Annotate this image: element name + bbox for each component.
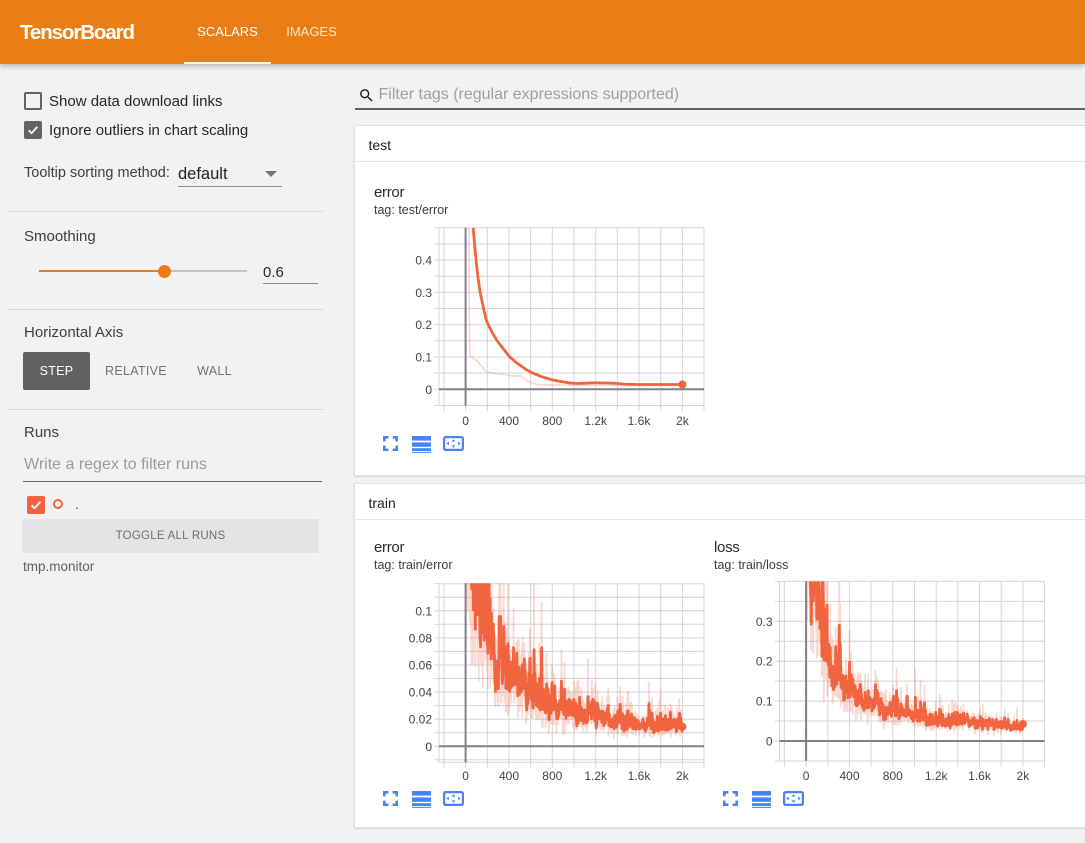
svg-text:800: 800 — [883, 769, 903, 783]
svg-text:0: 0 — [425, 383, 432, 397]
svg-text:0.06: 0.06 — [409, 659, 433, 673]
svg-text:0.2: 0.2 — [415, 318, 432, 332]
svg-text:0: 0 — [803, 769, 810, 783]
svg-text:0.3: 0.3 — [415, 286, 432, 300]
svg-text:2k: 2k — [676, 414, 690, 428]
svg-text:0.4: 0.4 — [415, 254, 432, 268]
svg-text:800: 800 — [542, 769, 562, 783]
svg-text:0.08: 0.08 — [409, 631, 433, 645]
svg-text:0: 0 — [766, 735, 773, 749]
svg-text:1.2k: 1.2k — [584, 414, 608, 428]
svg-text:400: 400 — [839, 769, 859, 783]
svg-text:0.02: 0.02 — [409, 713, 433, 727]
svg-text:2k: 2k — [676, 769, 690, 783]
svg-text:0.1: 0.1 — [415, 351, 432, 365]
svg-text:400: 400 — [499, 769, 519, 783]
svg-text:1.6k: 1.6k — [968, 769, 992, 783]
svg-text:1.6k: 1.6k — [628, 414, 652, 428]
svg-text:1.2k: 1.2k — [584, 769, 608, 783]
svg-text:0.2: 0.2 — [756, 655, 773, 669]
svg-text:0: 0 — [462, 769, 469, 783]
svg-text:0: 0 — [462, 414, 469, 428]
svg-text:0.3: 0.3 — [756, 615, 773, 629]
svg-text:2k: 2k — [1017, 769, 1031, 783]
svg-text:0: 0 — [425, 740, 432, 754]
svg-text:0.1: 0.1 — [756, 695, 773, 709]
svg-text:0.1: 0.1 — [415, 604, 432, 618]
svg-text:0.04: 0.04 — [409, 686, 433, 700]
svg-text:1.6k: 1.6k — [628, 769, 652, 783]
svg-text:1.2k: 1.2k — [925, 769, 949, 783]
svg-text:800: 800 — [542, 414, 562, 428]
svg-text:400: 400 — [499, 414, 519, 428]
